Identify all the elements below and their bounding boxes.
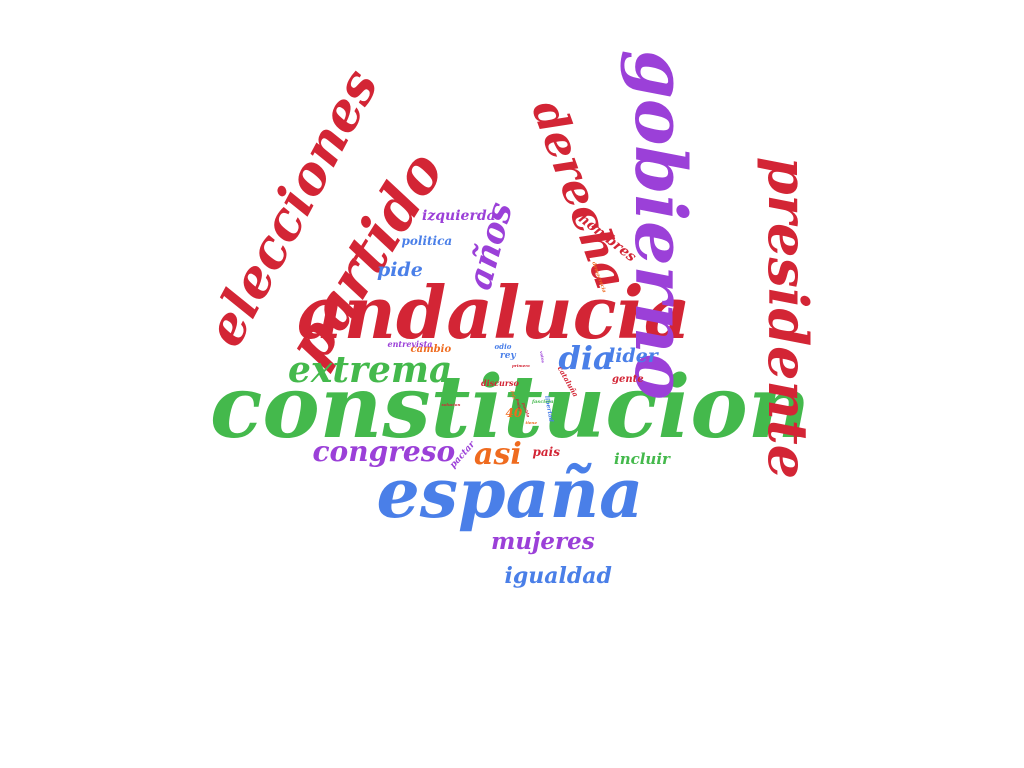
word-votos: votos <box>538 350 546 364</box>
word-presidente: presidente <box>756 156 821 480</box>
word-espana: españa <box>376 454 644 534</box>
word-jefe: jefe <box>510 390 517 400</box>
word-tiene: tiene <box>525 420 537 425</box>
word-solucion: solucion <box>441 402 461 407</box>
word-igualdad: igualdad <box>504 563 612 589</box>
word-andalucia: andalucia <box>297 270 691 355</box>
word-izquierda: izquierda <box>422 208 496 224</box>
word-gente: gente <box>612 374 644 385</box>
word-lider: lider <box>608 344 658 367</box>
word-incluir: incluir <box>614 449 670 468</box>
word-congreso: congreso <box>312 435 456 468</box>
word-mujeres: mujeres <box>491 527 595 555</box>
word-discurso: discurso <box>481 378 519 388</box>
word-entrevista: entrevista <box>387 339 433 349</box>
word-primera: primera <box>512 363 530 368</box>
word-pais: pais <box>532 445 560 459</box>
word-constitucion: constitucion <box>210 357 811 458</box>
word-politica: politica <box>401 234 453 248</box>
word-rey: rey <box>500 350 516 361</box>
word-extrema: extrema <box>288 349 453 391</box>
word-odio: odio <box>494 341 512 351</box>
word-pide: pide <box>377 258 423 281</box>
word-derecha: derecha <box>520 93 637 297</box>
word-fascista: fascista <box>532 398 554 405</box>
word-asi: asi <box>474 437 522 472</box>
word-n40: 40 <box>505 406 523 420</box>
word-cambio: cambio <box>410 344 452 355</box>
word-dia: dia <box>558 339 614 377</box>
